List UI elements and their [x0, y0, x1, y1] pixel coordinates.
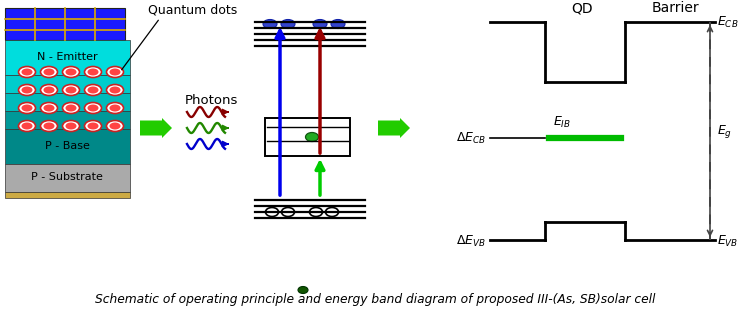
Bar: [5, 75, 130, 93]
Ellipse shape: [22, 86, 32, 94]
Text: $\Delta E_{VB}$: $\Delta E_{VB}$: [456, 233, 486, 249]
Bar: [5, 8, 125, 40]
Ellipse shape: [110, 86, 121, 94]
Text: $E_{IB}$: $E_{IB}$: [553, 114, 571, 130]
Bar: [265, 118, 350, 156]
Text: N - Emitter: N - Emitter: [37, 52, 98, 62]
Ellipse shape: [106, 84, 124, 95]
Text: QD: QD: [572, 1, 592, 15]
Text: $E_{VB}$: $E_{VB}$: [717, 233, 738, 249]
Ellipse shape: [65, 122, 76, 129]
Bar: [5, 164, 130, 192]
Ellipse shape: [44, 105, 55, 111]
Ellipse shape: [19, 67, 35, 78]
Ellipse shape: [85, 84, 101, 95]
Text: $E_g$: $E_g$: [717, 122, 732, 139]
Ellipse shape: [40, 67, 58, 78]
Ellipse shape: [106, 67, 124, 78]
Ellipse shape: [40, 121, 58, 132]
Ellipse shape: [44, 122, 55, 129]
Text: $E_{CB}$: $E_{CB}$: [717, 14, 739, 30]
Ellipse shape: [331, 19, 345, 29]
Ellipse shape: [106, 102, 124, 113]
Ellipse shape: [62, 121, 80, 132]
Ellipse shape: [44, 68, 55, 75]
Ellipse shape: [110, 122, 121, 129]
Ellipse shape: [19, 121, 35, 132]
Text: $\Delta E_{CB}$: $\Delta E_{CB}$: [456, 130, 486, 146]
Bar: [5, 40, 130, 75]
Text: Schematic of operating principle and energy band diagram of proposed III-(As, SB: Schematic of operating principle and ene…: [94, 293, 656, 306]
FancyArrow shape: [140, 118, 172, 138]
Ellipse shape: [266, 208, 278, 216]
Ellipse shape: [62, 84, 80, 95]
Bar: [5, 93, 130, 111]
Ellipse shape: [305, 133, 319, 142]
Ellipse shape: [110, 68, 121, 75]
Ellipse shape: [40, 102, 58, 113]
Ellipse shape: [19, 84, 35, 95]
Ellipse shape: [88, 105, 98, 111]
Ellipse shape: [62, 67, 80, 78]
Ellipse shape: [313, 19, 327, 29]
Ellipse shape: [88, 122, 98, 129]
Ellipse shape: [263, 19, 277, 29]
Ellipse shape: [62, 102, 80, 113]
Text: Quantum dots: Quantum dots: [148, 3, 237, 17]
Ellipse shape: [88, 68, 98, 75]
Text: Photons: Photons: [185, 94, 238, 106]
Text: P - Substrate: P - Substrate: [31, 172, 103, 182]
Ellipse shape: [85, 67, 101, 78]
Text: Barrier: Barrier: [651, 1, 699, 15]
Ellipse shape: [22, 122, 32, 129]
Ellipse shape: [65, 86, 76, 94]
Ellipse shape: [65, 105, 76, 111]
Ellipse shape: [88, 86, 98, 94]
FancyArrow shape: [378, 118, 410, 138]
Bar: [5, 129, 130, 164]
Ellipse shape: [298, 286, 308, 294]
Bar: [5, 111, 130, 129]
Ellipse shape: [40, 84, 58, 95]
Ellipse shape: [310, 208, 322, 216]
Ellipse shape: [22, 105, 32, 111]
Ellipse shape: [85, 121, 101, 132]
Bar: [5, 192, 130, 198]
Ellipse shape: [85, 102, 101, 113]
Ellipse shape: [65, 68, 76, 75]
Ellipse shape: [326, 208, 338, 216]
Ellipse shape: [106, 121, 124, 132]
Ellipse shape: [19, 102, 35, 113]
Ellipse shape: [281, 19, 295, 29]
Ellipse shape: [110, 105, 121, 111]
Ellipse shape: [22, 68, 32, 75]
Ellipse shape: [281, 208, 295, 216]
Ellipse shape: [44, 86, 55, 94]
Text: P - Base: P - Base: [44, 141, 89, 151]
